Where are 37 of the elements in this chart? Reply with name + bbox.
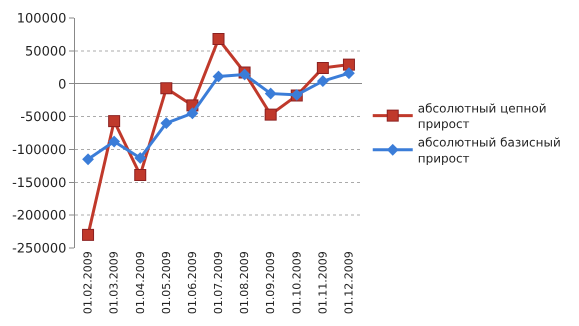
x-tick-label: 01.09.2009 (264, 251, 278, 314)
point (134, 152, 146, 164)
y-tick-label: -200000 (12, 208, 66, 224)
x-tick-label: 01.04.2009 (134, 251, 147, 314)
point (342, 58, 355, 71)
y-tick-label: -150000 (12, 176, 66, 191)
point (212, 70, 224, 82)
x-tick-label: 01.02.2009 (82, 251, 95, 314)
point (134, 169, 146, 182)
x-tick-label: 01.08.2009 (238, 251, 252, 314)
x-tick-label: 01.10.2009 (290, 251, 304, 314)
point (343, 68, 355, 79)
y-tick-label: -250000 (12, 242, 66, 257)
point (316, 62, 329, 74)
point (317, 75, 329, 87)
point (212, 33, 224, 46)
legend-label: абсолютный базисный прирост (418, 136, 561, 166)
y-tick-label: -100000 (12, 142, 66, 158)
x-tick-label: 01.07.2009 (212, 251, 226, 314)
point (160, 82, 172, 94)
y-tick-label: 0 (58, 77, 66, 92)
y-tick-label: -50000 (20, 110, 66, 126)
y-tick-label: 100000 (16, 12, 66, 27)
point (264, 88, 276, 100)
y-tick-label: 50000 (25, 44, 66, 60)
point (82, 228, 94, 241)
x-tick-label: 01.12.2009 (342, 251, 356, 314)
point (108, 115, 120, 128)
point (264, 108, 277, 121)
point (108, 136, 120, 148)
point (160, 117, 172, 129)
x-tick-label: 01.05.2009 (160, 251, 173, 314)
point (82, 154, 94, 165)
x-tick-label: 01.06.2009 (186, 251, 199, 314)
x-tick-label: 01.11.2009 (316, 251, 330, 314)
x-tick-label: 01.03.2009 (108, 251, 121, 314)
point (186, 108, 198, 119)
